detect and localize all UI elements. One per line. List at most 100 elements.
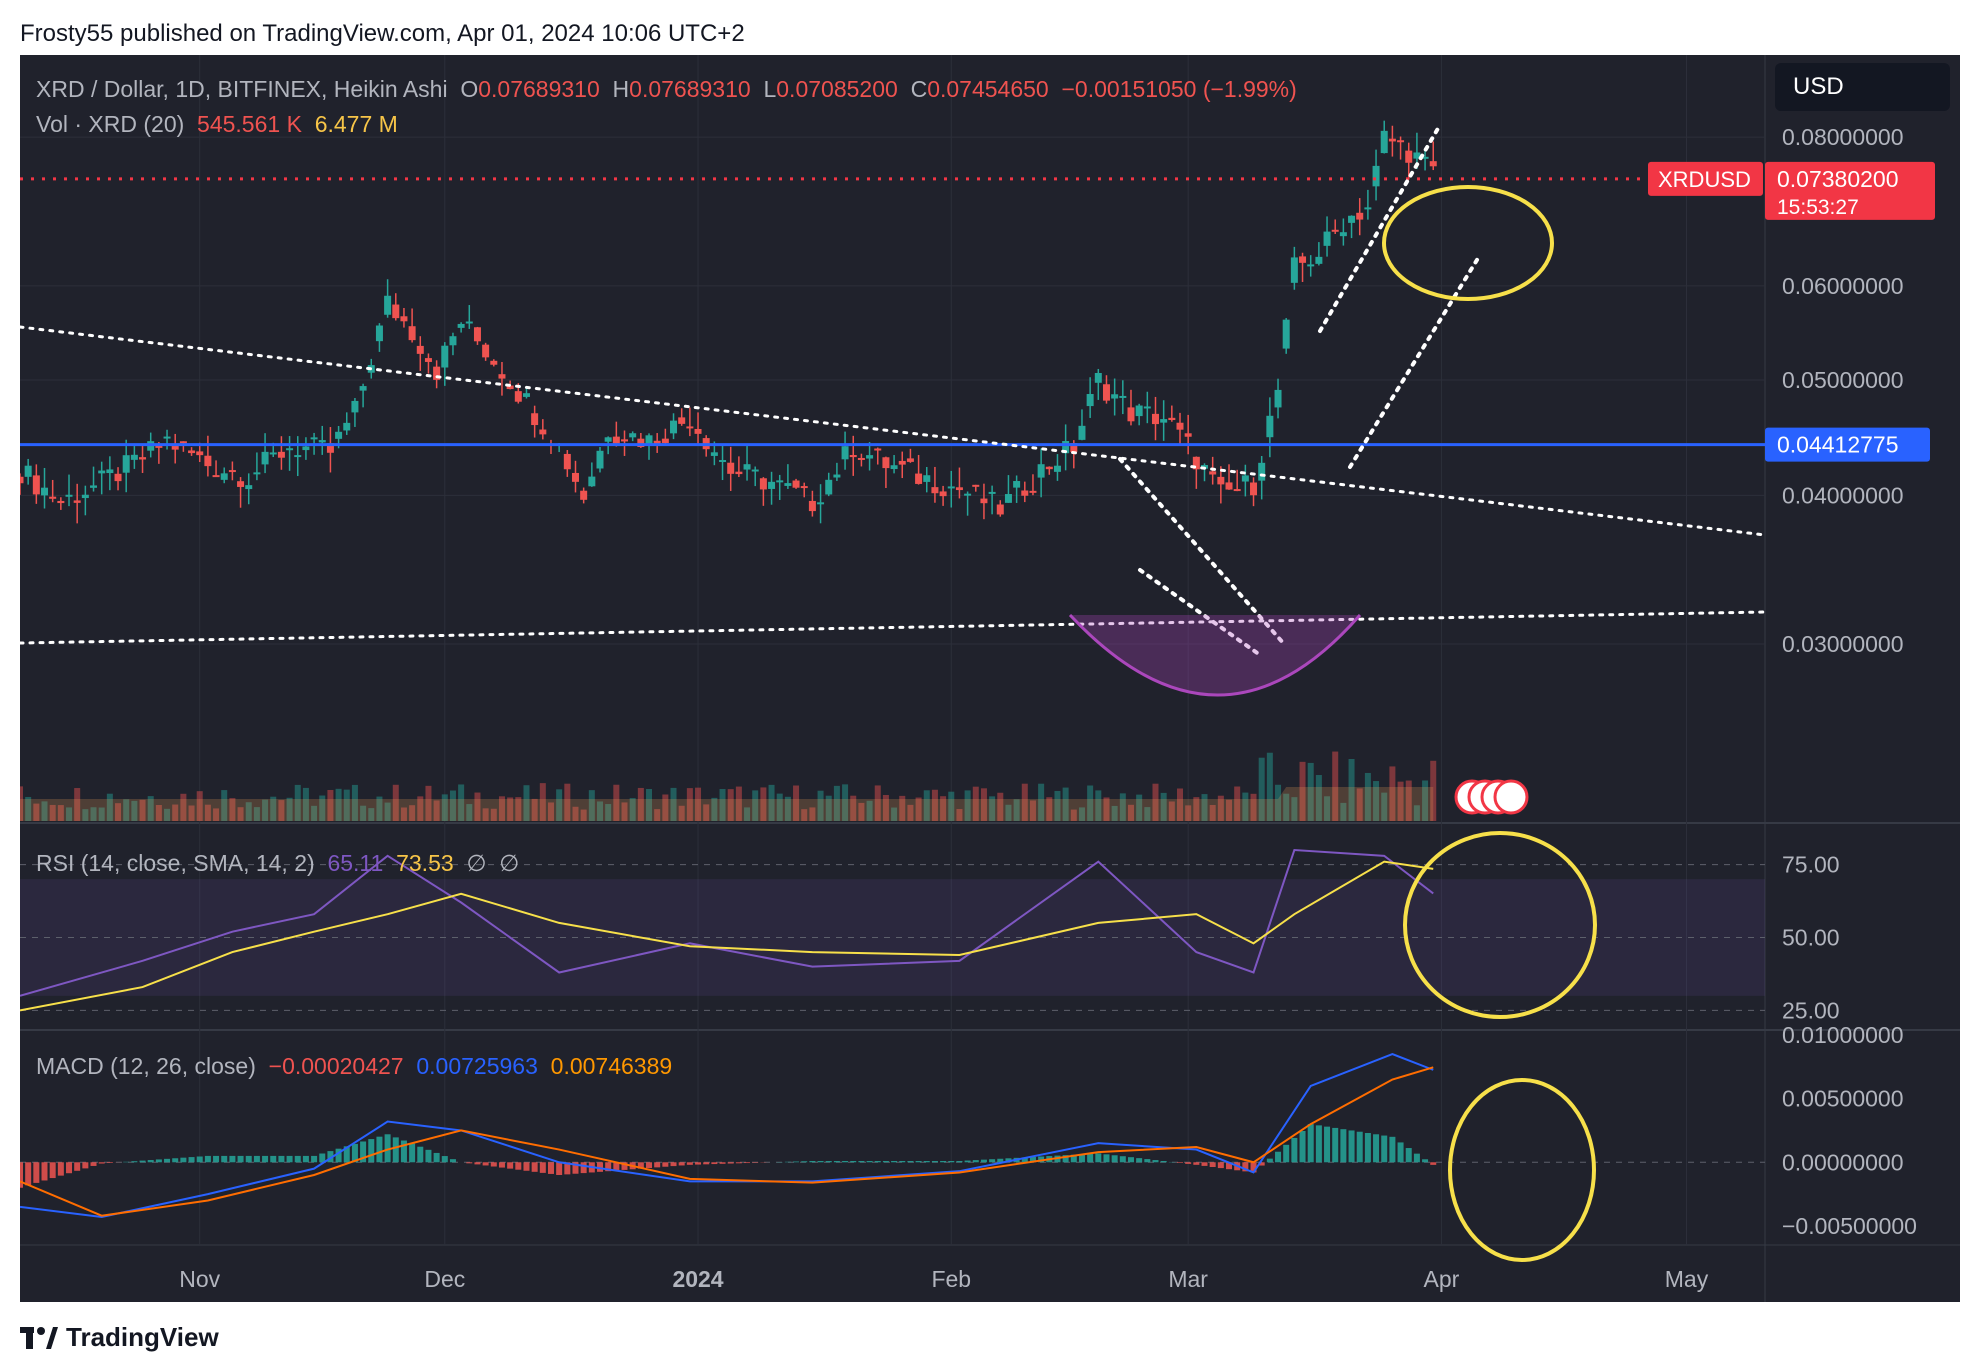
volume-bar [784, 796, 791, 821]
annotation-circle-macd [1448, 1078, 1596, 1262]
candle-body [188, 450, 196, 454]
macd-label[interactable]: MACD (12, 26, close) [36, 1053, 256, 1079]
chart-frame[interactable]: Nov Dec 2024 Feb Mar Apr May 0.08000000 0.060000… [16, 55, 1960, 1302]
price-tick-label: 0.03000000 [1782, 631, 1904, 657]
candle-body [465, 321, 473, 324]
candle-body [629, 433, 637, 438]
wedge-upper-line [1118, 457, 1287, 647]
x-tick-label: Apr [1424, 1266, 1460, 1292]
rsi-band [20, 879, 1765, 996]
macd-hist-bar [384, 1134, 391, 1163]
price-tick-label: 0.04000000 [1782, 482, 1904, 508]
volume-bar [1332, 751, 1339, 821]
macd-hist-bar [1119, 1156, 1126, 1163]
macd-hist-bar [368, 1139, 375, 1163]
macd-hist-bar [351, 1143, 358, 1163]
candle-body [686, 426, 694, 429]
volume-bar [809, 807, 816, 821]
macd-hist-bar [286, 1155, 293, 1163]
macd-hist-bar [1250, 1162, 1257, 1173]
event-flag-icon[interactable] [1493, 779, 1529, 815]
macd-hist-bar [1136, 1158, 1143, 1163]
macd-hist-bar [49, 1162, 56, 1179]
candle-body [212, 475, 220, 478]
volume-bar [155, 804, 162, 821]
price-tick-label: 0.05000000 [1782, 367, 1904, 393]
candle-body [171, 444, 179, 450]
volume-bar [858, 802, 865, 821]
rsi-label[interactable]: RSI (14, close, SMA, 14, 2) [36, 850, 315, 876]
candle-body [1127, 407, 1135, 422]
volume-bar [972, 786, 979, 821]
candle-body [392, 304, 400, 319]
rsi-tick-label: 50.00 [1782, 925, 1840, 951]
candle-body [1266, 415, 1274, 438]
symbol-tag-badge[interactable] [1648, 161, 1763, 196]
volume-bar [458, 784, 465, 821]
macd-hist-bar [213, 1155, 220, 1163]
volume-bar [1127, 804, 1134, 821]
macd-hist-bar [1364, 1133, 1371, 1163]
candle-body [49, 496, 57, 499]
macd-hist-bar [1177, 1162, 1183, 1163]
macd-hist-bar [237, 1155, 244, 1163]
macd-hist-bar [1291, 1137, 1298, 1163]
macd-hist-bar [695, 1162, 702, 1165]
volume-label[interactable]: Vol · XRD (20) [36, 111, 185, 137]
candle-body [670, 420, 678, 434]
volume-bar [801, 809, 808, 821]
chart-canvas[interactable]: Nov Dec 2024 Feb Mar Apr May 0.08000000 0.060000… [16, 55, 1960, 1302]
volume-bar [670, 787, 677, 821]
macd-hist-bar [221, 1155, 228, 1163]
volume-bar [1177, 788, 1183, 821]
symbol-title[interactable]: XRD / Dollar, 1D, BITFINEX, Heikin Ashi [36, 76, 448, 102]
macd-line-value: 0.00725963 [416, 1053, 538, 1079]
candle-body [1413, 152, 1421, 159]
candle-body [1290, 257, 1298, 283]
volume-bar [1095, 790, 1102, 821]
close-value: 0.07454650 [927, 76, 1049, 102]
macd-legend: MACD (12, 26, close) −0.00020427 0.00725… [36, 1053, 672, 1080]
macd-hist-bar [319, 1153, 326, 1163]
candle-body [1168, 417, 1176, 421]
candle-body [245, 485, 253, 490]
macd-hist-bar [670, 1162, 677, 1167]
macd-hist-bar [531, 1162, 538, 1172]
candle-body [580, 490, 588, 500]
macd-tick-label: 0.01000000 [1782, 1022, 1904, 1048]
wedge-lower-line [1138, 568, 1262, 657]
candle-body [841, 446, 849, 460]
macd-hist-bar [1315, 1125, 1322, 1163]
rsi-extra-1: ∅ [466, 850, 487, 876]
candle-body [849, 455, 857, 458]
macd-hist-value: −0.00020427 [268, 1053, 404, 1079]
candle-body [784, 483, 792, 486]
macd-hist-bar [556, 1162, 563, 1175]
candle-body [1348, 215, 1356, 223]
volume-bar [449, 790, 456, 821]
macd-hist-bar [1275, 1151, 1282, 1163]
candle-body [1160, 419, 1168, 423]
macd-hist-bar [825, 1161, 832, 1163]
macd-hist-bar [262, 1155, 269, 1163]
macd-hist-bar [842, 1161, 849, 1163]
volume-bar [825, 795, 832, 821]
candle-body [130, 454, 138, 460]
volume-bar [572, 806, 579, 821]
volume-bar [1275, 784, 1282, 821]
volume-bar [1160, 792, 1167, 821]
volume-bar [605, 804, 612, 821]
currency-selector[interactable]: USD [1775, 63, 1950, 111]
volume-bar [433, 800, 440, 821]
macd-hist-bar [1070, 1154, 1077, 1163]
macd-hist-bar [833, 1161, 840, 1163]
macd-hist-bar [1103, 1154, 1110, 1163]
candle-body [139, 457, 147, 460]
macd-hist-bar [253, 1155, 260, 1163]
volume-bar [989, 796, 996, 821]
candle-body [310, 437, 318, 440]
volume-bar [1356, 788, 1363, 821]
macd-hist-bar [686, 1162, 693, 1165]
volume-bar [547, 802, 554, 821]
candle-body [441, 345, 449, 368]
